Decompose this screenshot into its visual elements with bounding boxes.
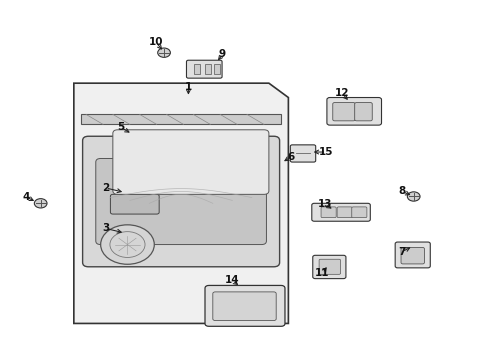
Circle shape (101, 225, 154, 264)
FancyBboxPatch shape (351, 207, 366, 218)
FancyBboxPatch shape (290, 145, 315, 162)
Circle shape (407, 192, 419, 201)
Text: 13: 13 (317, 199, 331, 210)
FancyBboxPatch shape (332, 103, 354, 121)
FancyBboxPatch shape (336, 207, 351, 218)
FancyBboxPatch shape (186, 60, 222, 78)
FancyBboxPatch shape (312, 255, 345, 279)
FancyBboxPatch shape (96, 158, 266, 244)
Text: 4: 4 (22, 192, 30, 202)
Bar (205, 64, 211, 74)
FancyBboxPatch shape (394, 242, 429, 268)
Bar (81, 114, 281, 125)
FancyBboxPatch shape (212, 292, 276, 320)
FancyBboxPatch shape (110, 194, 159, 214)
FancyBboxPatch shape (311, 203, 369, 221)
Text: 8: 8 (398, 186, 405, 197)
Text: 2: 2 (102, 183, 109, 193)
Text: 9: 9 (219, 49, 225, 59)
Text: 5: 5 (117, 122, 124, 132)
FancyBboxPatch shape (354, 103, 371, 121)
FancyBboxPatch shape (319, 259, 340, 274)
FancyBboxPatch shape (113, 130, 268, 194)
Text: 6: 6 (287, 152, 294, 162)
FancyBboxPatch shape (400, 247, 424, 264)
Circle shape (158, 48, 170, 57)
Bar (213, 64, 219, 74)
Circle shape (34, 199, 47, 208)
Text: 7: 7 (398, 247, 405, 257)
Text: 1: 1 (184, 82, 192, 93)
FancyBboxPatch shape (321, 207, 335, 218)
FancyBboxPatch shape (204, 285, 285, 326)
Bar (194, 64, 200, 74)
FancyBboxPatch shape (82, 136, 279, 267)
Text: 15: 15 (319, 147, 333, 157)
Polygon shape (74, 83, 288, 323)
Text: 14: 14 (224, 275, 239, 285)
Text: 10: 10 (148, 37, 163, 47)
Text: 12: 12 (334, 88, 348, 98)
FancyBboxPatch shape (326, 98, 381, 125)
Text: 11: 11 (315, 268, 329, 278)
Text: 3: 3 (102, 224, 109, 233)
